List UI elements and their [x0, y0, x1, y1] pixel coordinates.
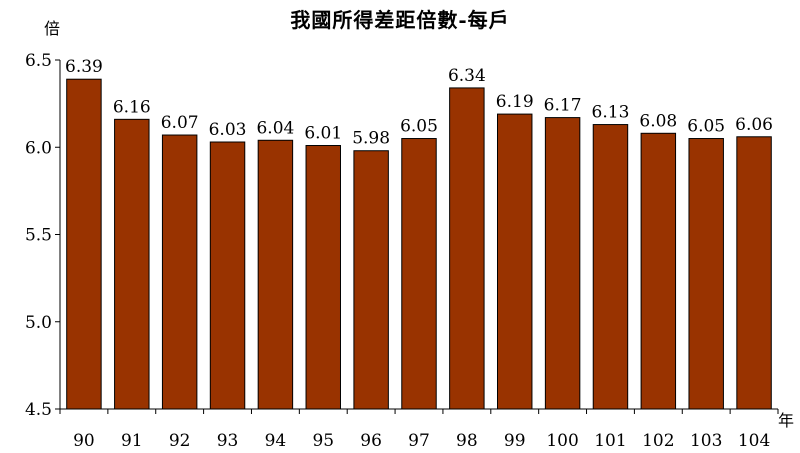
- y-tick-label: 5.0: [25, 313, 52, 333]
- x-axis-label: 年: [778, 411, 794, 430]
- bar-value-label: 6.16: [113, 97, 151, 117]
- bar: [497, 113, 533, 410]
- x-tick-label: 99: [504, 431, 526, 449]
- y-tick-label: 6.5: [25, 51, 52, 71]
- x-tick-label: 94: [265, 431, 287, 449]
- bar: [353, 150, 389, 410]
- bar-value-label: 6.19: [496, 92, 534, 112]
- x-tick-label: 96: [360, 431, 382, 449]
- bar: [449, 87, 485, 410]
- bar: [257, 139, 294, 410]
- x-tick-label: 101: [594, 431, 626, 449]
- bar-value-label: 6.01: [304, 124, 342, 144]
- bar-value-label: 5.98: [352, 129, 390, 149]
- bar-value-label: 6.39: [65, 57, 103, 77]
- bar-value-label: 6.34: [448, 66, 486, 86]
- bar: [305, 145, 341, 410]
- x-tick-label: 92: [169, 431, 191, 449]
- bar-value-label: 6.13: [592, 103, 630, 123]
- x-tick-labels: 90 91 92 93 94 95 96 97 98 99 100 101 102 103 104: [73, 431, 770, 451]
- x-tick-label: 100: [546, 431, 578, 449]
- chart-title: 我國所得差距倍數-每戶: [290, 8, 510, 32]
- y-tick-label: 6.0: [25, 138, 52, 158]
- x-tick-label: 103: [690, 431, 722, 449]
- data-labels: 6.39 6.16 6.07 6.03 6.04 6.01 5.98 6.05 6.34 6.19…: [65, 57, 773, 149]
- x-tick-label: 97: [408, 431, 430, 449]
- bar-value-label: 6.03: [209, 120, 247, 140]
- bar: [736, 136, 772, 410]
- bar: [688, 138, 724, 410]
- x-tick-label: 90: [73, 431, 95, 449]
- bar: [544, 117, 581, 410]
- x-tick-label: 93: [217, 431, 239, 449]
- y-tick-label: 4.5: [25, 400, 52, 420]
- bar-value-label: 6.08: [639, 111, 677, 131]
- x-tick-label: 102: [642, 431, 674, 449]
- bar: [114, 118, 150, 410]
- y-axis-label: 倍: [44, 19, 60, 38]
- bar: [161, 134, 198, 410]
- bar-value-label: 6.06: [735, 115, 773, 135]
- bar-value-label: 6.17: [544, 96, 582, 116]
- bar: [66, 78, 102, 410]
- bar: [592, 124, 629, 410]
- bars: [66, 78, 772, 410]
- bar: [640, 132, 677, 410]
- bar: [209, 141, 246, 410]
- bar-value-label: 6.04: [256, 118, 294, 138]
- x-tick-label: 91: [121, 431, 143, 449]
- bar: [401, 138, 437, 410]
- x-tick-label: 98: [456, 431, 478, 449]
- bar-value-label: 6.05: [687, 117, 725, 137]
- x-tick-label: 104: [738, 431, 770, 449]
- y-tick-label: 5.5: [25, 226, 52, 246]
- x-tick-label: 95: [312, 431, 334, 449]
- bar-value-label: 6.05: [400, 117, 438, 137]
- bar-value-label: 6.07: [161, 113, 199, 133]
- y-tick-labels: 4.5 5.0 5.5 6.0 6.5: [25, 51, 52, 420]
